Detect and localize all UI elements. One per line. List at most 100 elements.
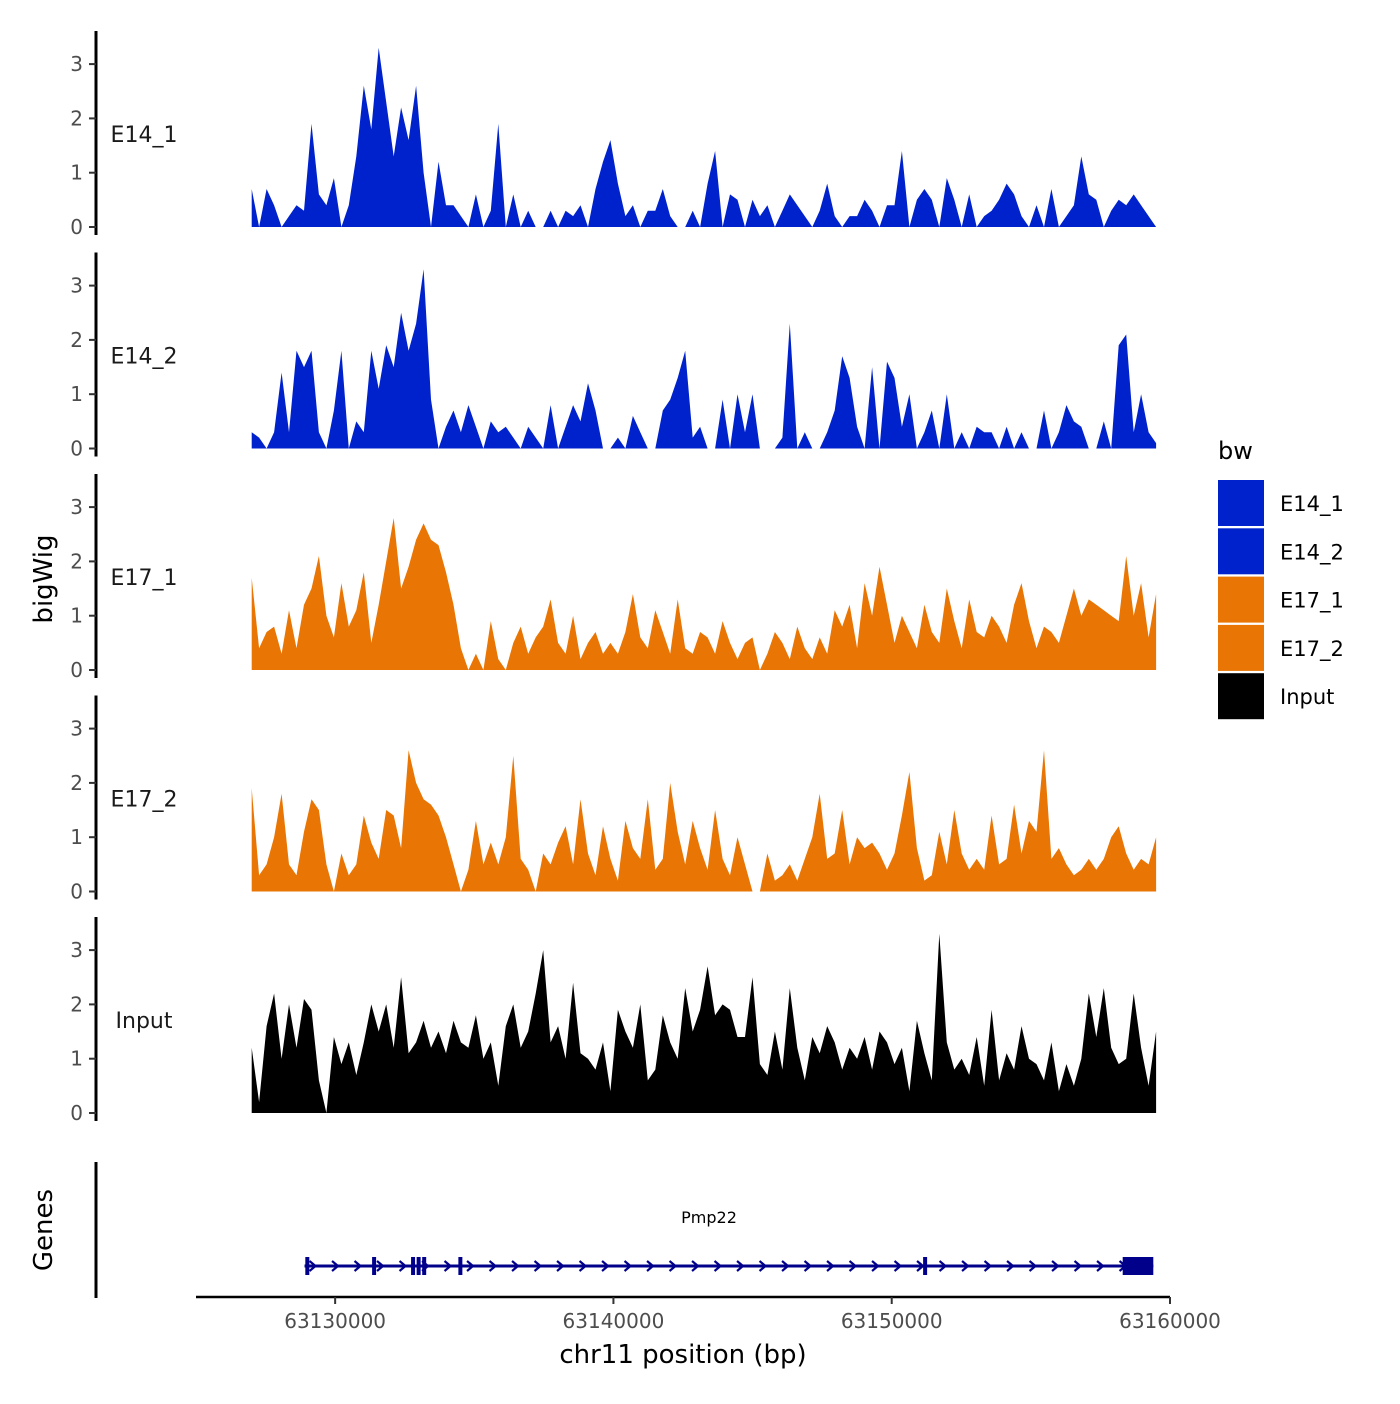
strand-arrow xyxy=(713,1260,723,1272)
gene-panel: Genes Pmp22 xyxy=(29,1162,1154,1298)
exon xyxy=(923,1257,928,1275)
legend-item-E14_1: E14_1 xyxy=(1218,480,1344,526)
genes-axis-title: Genes xyxy=(29,1189,59,1271)
legend-items: E14_1 E14_2 E17_1 E17_2 Input xyxy=(1218,480,1344,720)
x-tick-label: 63140000 xyxy=(563,1309,665,1333)
legend-label: E14_2 xyxy=(1280,540,1344,565)
strand-arrow xyxy=(376,1260,385,1272)
legend-swatch xyxy=(1218,673,1264,720)
strand-arrow xyxy=(331,1260,340,1272)
y-tick-label: 1 xyxy=(70,382,83,406)
coverage-area-E17_1 xyxy=(251,518,1157,670)
y-tick-label: 1 xyxy=(70,161,83,185)
y-tick-label: 2 xyxy=(70,106,83,130)
legend-swatch xyxy=(1218,480,1264,526)
track-label: E17_1 xyxy=(111,566,178,591)
y-axis-title: bigWig xyxy=(29,534,59,623)
legend-item-E17_2: E17_2 xyxy=(1218,624,1344,671)
y-tick-label: 2 xyxy=(70,328,83,352)
x-tick-label: 63130000 xyxy=(284,1309,386,1333)
x-axis-title: chr11 position (bp) xyxy=(559,1340,806,1370)
track-Input: 0 1 2 3 Input xyxy=(70,917,1157,1125)
strand-arrow xyxy=(398,1260,408,1272)
strand-arrow xyxy=(803,1260,813,1272)
strand-arrow xyxy=(353,1260,363,1272)
strand-arrow xyxy=(1006,1260,1015,1272)
track-E14_1: 0 1 2 3 E14_1 xyxy=(70,31,1157,239)
exon xyxy=(458,1257,463,1275)
track-E17_1: 0 1 2 3 E17_1 xyxy=(70,474,1157,682)
strand-arrow xyxy=(533,1260,543,1272)
strand-arrow xyxy=(938,1260,948,1272)
exon xyxy=(422,1257,427,1275)
strand-arrow xyxy=(893,1260,903,1272)
track-E14_2: 0 1 2 3 E14_2 xyxy=(70,252,1157,461)
exon xyxy=(416,1257,421,1275)
y-tick-label: 1 xyxy=(70,825,83,849)
legend-label: E14_1 xyxy=(1280,492,1344,517)
strand-arrow xyxy=(466,1260,475,1272)
track-E17_2: 0 1 2 3 E17_2 xyxy=(70,695,1157,904)
strand-arrow xyxy=(691,1260,700,1272)
legend-title: bw xyxy=(1218,437,1253,465)
exon xyxy=(305,1257,310,1275)
x-ticks: 63130000 63140000 63150000 63160000 xyxy=(284,1297,1221,1333)
gene-label: Pmp22 xyxy=(681,1208,737,1227)
tracks-area: 0 1 2 3 E14_1 0 1 2 3 E14_2 0 1 2 3 E17_1 0 1 2 3 E17_2 0 1 2 3… xyxy=(70,31,1157,1125)
strand-arrow xyxy=(736,1260,745,1272)
strand-arrow xyxy=(623,1260,633,1272)
strand-arrow xyxy=(826,1260,835,1272)
coverage-area-E14_2 xyxy=(251,269,1157,449)
exon xyxy=(411,1257,416,1275)
coverage-area-E17_2 xyxy=(251,750,1157,892)
legend-item-E14_2: E14_2 xyxy=(1218,528,1344,575)
strand-arrow xyxy=(601,1260,610,1272)
x-tick-label: 63160000 xyxy=(1119,1309,1221,1333)
strand-arrow xyxy=(488,1260,498,1272)
exon-block xyxy=(1122,1257,1154,1275)
legend-item-E17_1: E17_1 xyxy=(1218,576,1344,623)
y-tick-label: 3 xyxy=(70,274,83,298)
strand-arrow xyxy=(443,1260,453,1272)
y-tick-label: 0 xyxy=(70,437,83,461)
strand-arrow xyxy=(781,1260,790,1272)
legend-label: Input xyxy=(1280,685,1334,709)
legend: bw E14_1 E14_2 E17_1 E17_2 Input xyxy=(1218,437,1344,720)
x-tick-label: 63150000 xyxy=(841,1309,943,1333)
legend-label: E17_2 xyxy=(1280,637,1344,662)
y-tick-label: 1 xyxy=(70,1047,83,1071)
strand-arrow xyxy=(758,1260,768,1272)
exon xyxy=(372,1257,377,1275)
strand-arrow xyxy=(983,1260,993,1272)
strand-arrow xyxy=(1073,1260,1083,1272)
strand-arrow xyxy=(578,1260,588,1272)
x-axis: 63130000 63140000 63150000 63160000 chr11 p… xyxy=(196,1295,1221,1370)
y-tick-label: 0 xyxy=(70,1101,83,1125)
gene-Pmp22: Pmp22 xyxy=(304,1208,1154,1275)
legend-swatch xyxy=(1218,576,1264,623)
strand-arrow xyxy=(1051,1260,1060,1272)
track-label: E17_2 xyxy=(111,788,178,813)
y-tick-label: 0 xyxy=(70,880,83,904)
coverage-area-Input xyxy=(251,933,1157,1113)
y-tick-label: 3 xyxy=(70,495,83,519)
track-label: E14_1 xyxy=(111,123,178,148)
strand-arrow xyxy=(848,1260,858,1272)
strand-arrow xyxy=(668,1260,678,1272)
y-tick-label: 3 xyxy=(70,52,83,76)
y-tick-label: 0 xyxy=(70,215,83,239)
legend-swatch xyxy=(1218,624,1264,671)
y-tick-label: 2 xyxy=(70,771,83,795)
strand-arrow xyxy=(556,1260,565,1272)
track-label: E14_2 xyxy=(111,345,178,370)
strand-arrow xyxy=(308,1260,318,1272)
coverage-area-E14_1 xyxy=(251,47,1157,227)
y-tick-label: 3 xyxy=(70,938,83,962)
y-tick-label: 0 xyxy=(70,658,83,682)
y-tick-label: 1 xyxy=(70,604,83,628)
y-tick-label: 2 xyxy=(70,549,83,573)
gene-models: Pmp22 xyxy=(304,1208,1154,1275)
strand-arrow xyxy=(646,1260,655,1272)
y-tick-label: 2 xyxy=(70,992,83,1016)
